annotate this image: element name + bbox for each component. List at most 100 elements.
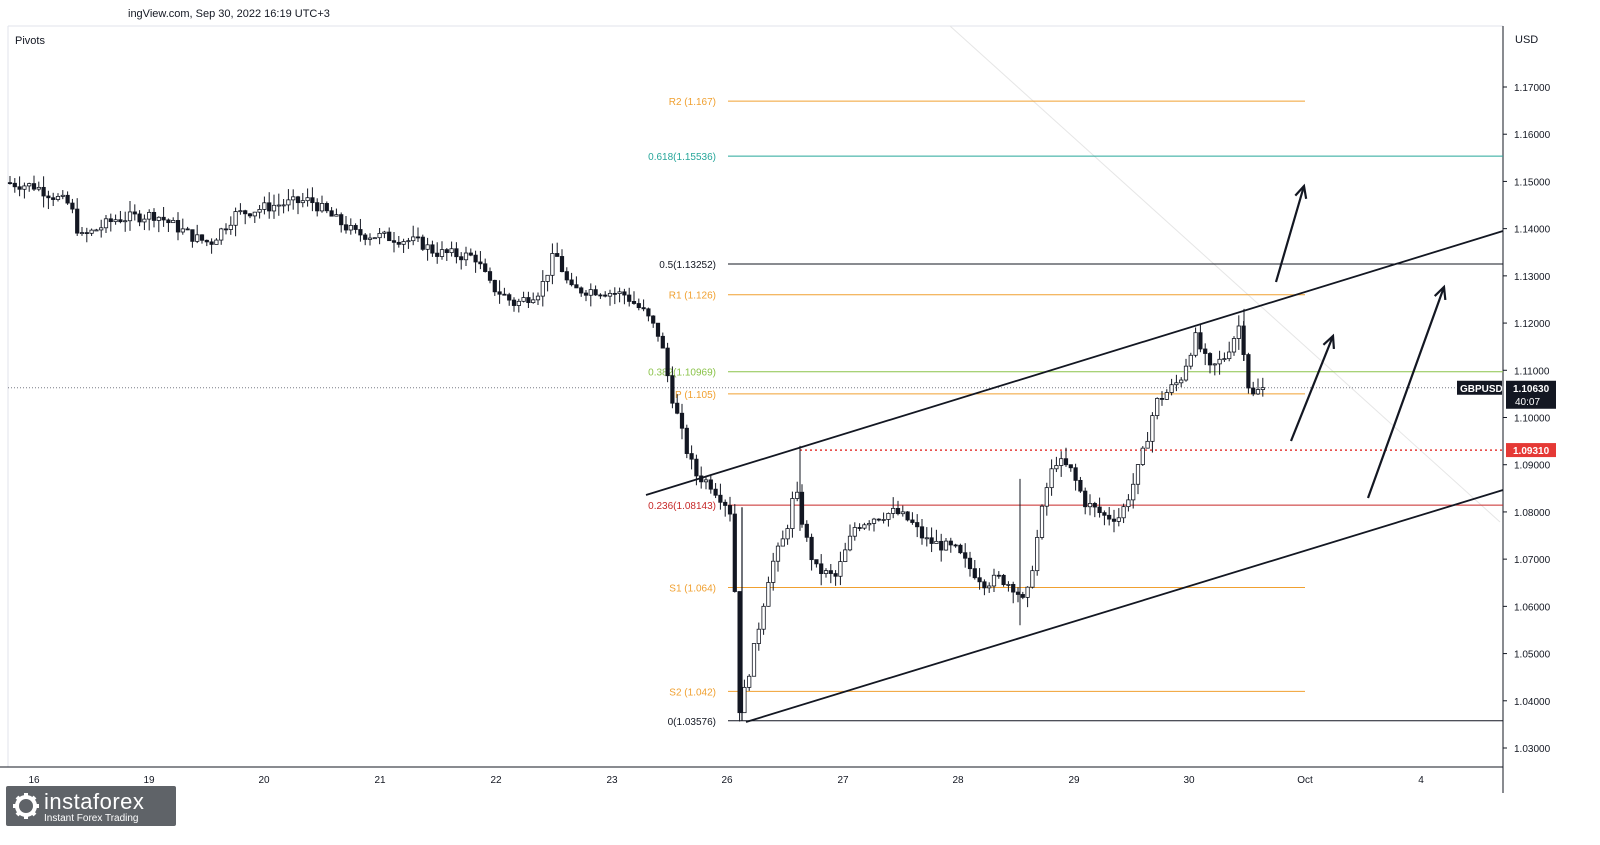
- candle-body: [1054, 465, 1059, 470]
- candle-body: [1222, 358, 1227, 361]
- candle-body: [761, 605, 766, 630]
- candle-body: [627, 294, 632, 302]
- candle-body: [1150, 415, 1155, 442]
- candle-body: [871, 518, 877, 524]
- candle-body: [612, 292, 617, 295]
- arrow-up-2-head[interactable]: [1322, 333, 1335, 350]
- candle-body: [545, 274, 550, 282]
- candle-body: [36, 186, 41, 190]
- channel-upper-line[interactable]: [645, 230, 1504, 496]
- candle-body: [1231, 338, 1237, 353]
- channel-lower-line[interactable]: [745, 489, 1504, 723]
- candle-body: [555, 253, 560, 257]
- candle-body: [569, 279, 574, 286]
- candle-body: [977, 577, 982, 583]
- candle-body: [444, 249, 449, 254]
- candle-body: [1207, 353, 1213, 366]
- candle-body: [982, 581, 987, 589]
- candle-body: [324, 203, 329, 212]
- candle-body: [1006, 583, 1011, 586]
- candle-body: [905, 511, 910, 521]
- candle-body: [823, 570, 829, 575]
- marked-price-tag: 1.09310: [1513, 446, 1550, 457]
- candle-body: [310, 197, 315, 204]
- candle-body: [7, 182, 13, 185]
- candle-body: [1260, 387, 1265, 390]
- candle-body: [622, 291, 627, 296]
- arrow-up-1[interactable]: [1274, 185, 1306, 283]
- candle-body: [924, 537, 929, 540]
- candle-body: [233, 211, 238, 226]
- candle-body: [948, 540, 953, 546]
- x-tick-label: 30: [1183, 775, 1195, 786]
- candle-body: [156, 216, 161, 221]
- x-tick-label: 20: [258, 775, 270, 786]
- candle-body: [478, 261, 483, 265]
- candle-body: [190, 229, 195, 242]
- candle-body: [219, 228, 224, 241]
- candle-body: [636, 303, 641, 309]
- candle-body: [723, 501, 728, 506]
- candle-body: [27, 183, 32, 187]
- candle-body: [286, 199, 291, 206]
- x-tick-label: 21: [374, 775, 386, 786]
- candle-body: [579, 287, 584, 294]
- candle-body: [1011, 583, 1016, 593]
- candle-body: [161, 216, 166, 221]
- candle-body: [900, 511, 905, 515]
- candle-body: [1145, 440, 1150, 449]
- gear-icon: [13, 793, 39, 819]
- y-tick-label: 1.17000: [1514, 83, 1551, 94]
- candle-body: [79, 232, 85, 234]
- arrow-up-3[interactable]: [1366, 286, 1446, 499]
- candle-body: [1035, 537, 1040, 572]
- candle-body: [367, 237, 373, 240]
- candle-body: [1001, 574, 1006, 586]
- arrow-up-3-head[interactable]: [1433, 284, 1447, 301]
- candle-body: [833, 573, 838, 577]
- arrow-up-1-head[interactable]: [1294, 183, 1308, 200]
- brand-name: instaforex: [44, 789, 145, 814]
- candle-body: [1039, 505, 1045, 538]
- candle-body: [118, 219, 123, 223]
- candle-body: [886, 513, 891, 520]
- symbol-tag-bg: [1457, 380, 1502, 395]
- candle-body: [1193, 332, 1198, 356]
- symbol-tag: GBPUSD: [1460, 384, 1503, 395]
- candle-body: [415, 236, 421, 239]
- candle-body: [867, 523, 872, 526]
- candle-body: [1255, 389, 1261, 395]
- candle-body: [1025, 586, 1030, 598]
- indicator-label[interactable]: Pivots: [15, 35, 45, 47]
- level-label: 0.382(1.10969): [648, 368, 716, 379]
- candle-body: [142, 218, 147, 223]
- candle-body: [679, 412, 685, 429]
- candle-body: [75, 208, 80, 234]
- candle-body: [209, 241, 214, 245]
- candle-body: [492, 279, 497, 293]
- candle-body: [12, 182, 17, 188]
- candle-body: [651, 315, 656, 324]
- candle-body: [511, 299, 517, 306]
- candle-body: [660, 335, 665, 349]
- candle-body: [1227, 351, 1232, 360]
- candle-body: [708, 479, 713, 490]
- candle-body: [1063, 458, 1069, 466]
- candle-body: [243, 210, 248, 215]
- y-tick-label: 1.06000: [1514, 602, 1551, 613]
- candle-body: [123, 220, 128, 223]
- x-tick-label: 28: [952, 775, 964, 786]
- candle-body: [559, 256, 565, 273]
- candle-body: [987, 585, 992, 589]
- candle-body: [516, 300, 521, 306]
- candle-body: [526, 297, 531, 304]
- arrow-up-2[interactable]: [1289, 335, 1335, 442]
- faint-trend-line: [949, 25, 1501, 523]
- level-label: R1 (1.126): [669, 291, 716, 302]
- level-label: S2 (1.042): [669, 687, 716, 698]
- candle-body: [1121, 506, 1126, 519]
- candle-body: [46, 195, 51, 199]
- y-tick-label: 1.08000: [1514, 508, 1551, 519]
- candle-body: [1155, 398, 1160, 416]
